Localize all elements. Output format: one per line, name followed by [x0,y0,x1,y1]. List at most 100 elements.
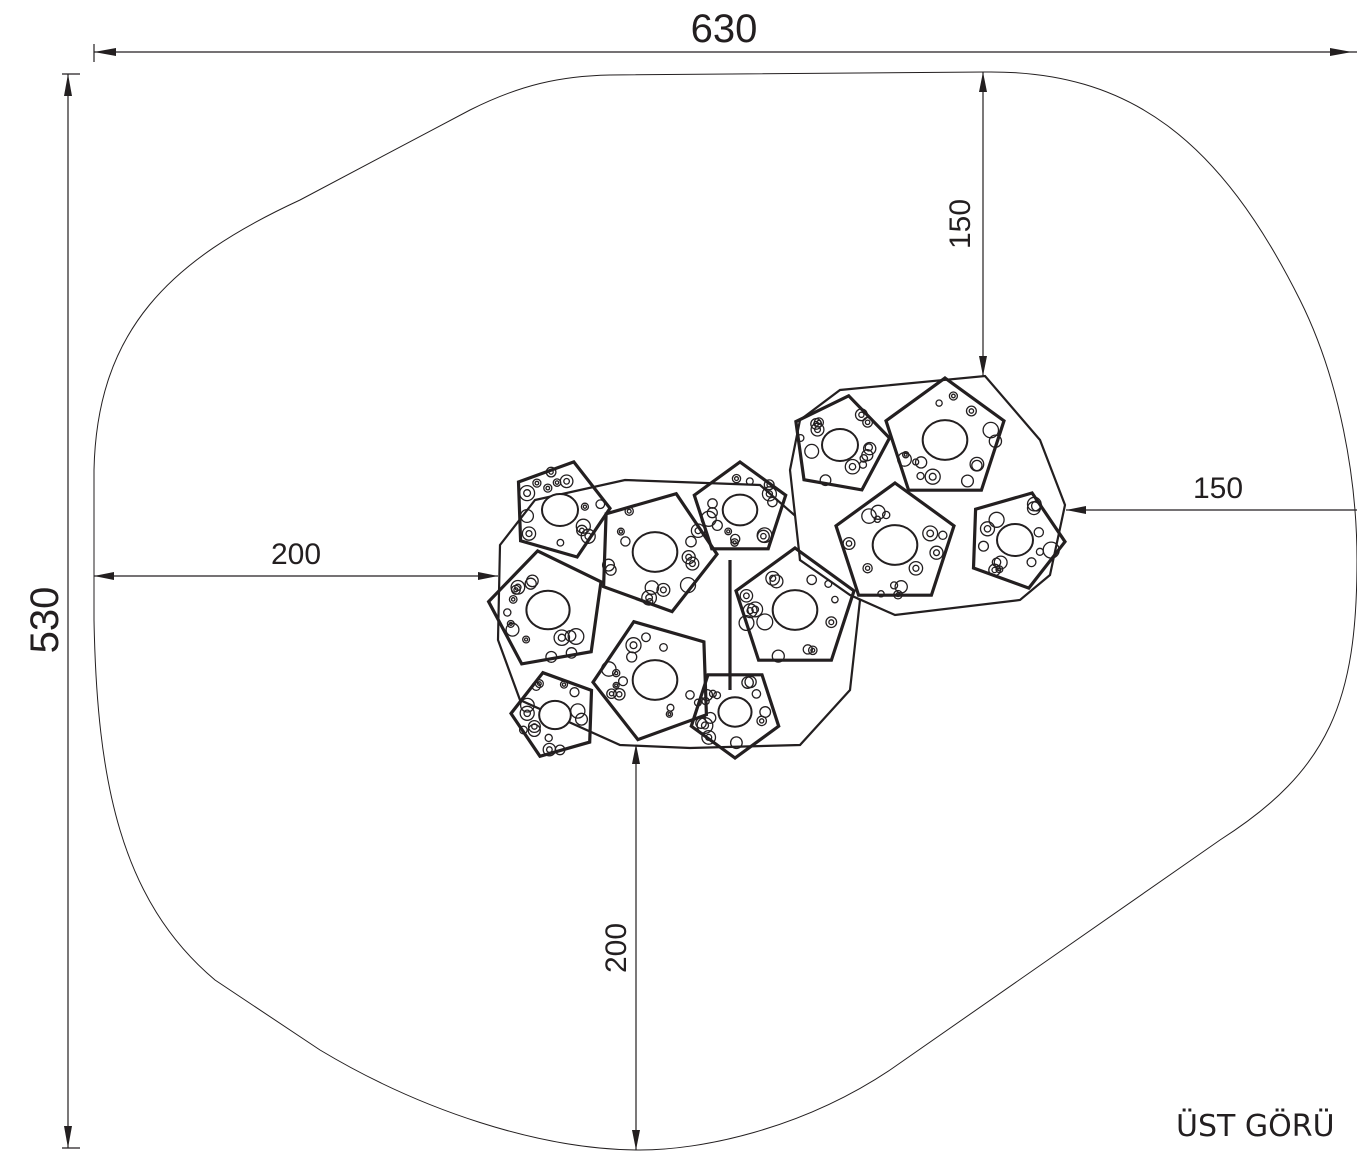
climbing-hold-inner [531,723,538,730]
climbing-hold [575,518,591,534]
climbing-hold-inner [545,485,551,491]
climbing-hole [631,659,679,701]
climbing-hold [938,530,948,541]
climbing-hold [595,499,606,510]
climbing-hold-inner [705,733,713,742]
climbing-hold-inner [983,524,992,533]
climbing-hold-inner [534,480,540,486]
climbing-hold [519,697,535,713]
climbing-hold [611,668,621,678]
climbing-hole [771,589,819,631]
climbing-hold [543,483,553,493]
climbing-hold-inner [694,527,702,535]
pentagon-face [834,481,956,597]
climbing-hold [767,496,778,508]
climbing-hold [842,536,856,551]
climbing-hold-inner [758,718,765,724]
climbing-hold-inner [813,420,820,427]
climbing-hold [889,581,899,590]
climbing-hold-inner [864,565,871,571]
climbing-hold [576,524,588,537]
climbing-hold-inner [858,411,865,419]
climbing-hold [601,558,616,572]
right-clearance-dimension: 150 [1066,472,1357,514]
climbing-hold [810,417,823,430]
climbing-hold [763,479,775,491]
climbing-hold [960,474,975,488]
climbing-hold-inner [950,393,956,399]
climbing-hold [679,576,697,594]
climbing-hold-inner [629,641,638,650]
climbing-hole [525,589,571,631]
climbing-hold [897,451,912,467]
climbing-hold [807,645,818,656]
climbing-hold [747,601,764,618]
climbing-hold [824,579,833,588]
climbing-hold-inner [582,504,588,509]
left-clearance-dimension: 200 [94,538,498,580]
climbing-hold [644,580,660,595]
climbing-hold [862,562,873,574]
climbing-hold [508,594,518,604]
climbing-hold-inner [848,462,857,471]
climbing-hold [965,405,977,417]
climbing-hold-inner [926,529,935,538]
climbing-hold-inner [845,540,853,547]
climbing-hold [685,535,697,548]
pentagon-face [794,393,892,492]
climbing-hold-inner [510,597,516,602]
climbing-hole [541,493,579,527]
climbing-hold [570,703,586,719]
climbing-hold [810,422,825,437]
climbing-hold [1033,527,1045,538]
climbing-hold-inner [751,605,760,614]
climbing-hold [616,527,625,536]
pentagon-face [884,376,1006,492]
climbing-hold [521,526,537,541]
climbing-hold [977,540,990,552]
climbing-hole [921,419,969,461]
climbing-hold [935,399,943,407]
climbing-hold [559,474,574,489]
climbing-hold [831,595,839,604]
climbing-hold [914,456,928,469]
pentagon-face [689,673,781,760]
climbing-hold [569,687,580,698]
pentagon-face [971,491,1067,591]
climbing-hold [893,589,903,600]
climbing-hold [685,690,695,700]
climbing-hold [519,508,535,524]
climbing-hold [659,642,668,652]
climbing-hold [859,454,869,463]
climbing-hold [819,474,832,487]
climbing-hold [916,471,925,481]
climbing-hold [552,478,562,487]
climbing-hold-inner [578,527,585,534]
top-clearance-label: 150 [944,199,977,249]
climbing-hole [717,696,753,728]
climbing-hold [612,687,626,701]
climbing-hold [739,588,754,603]
climbing-hold [881,510,891,520]
climbing-hold-inner [733,476,740,482]
climbing-hold [995,565,1004,574]
climbing-hold [756,613,774,631]
climbing-hold-inner [584,532,593,541]
climbing-hold [565,647,578,659]
climbing-hold [731,473,742,484]
climbing-hold [858,460,868,469]
climbing-hole [821,428,859,462]
climbing-hold [564,629,577,642]
pentagon-face [509,670,594,759]
climbing-hold [505,622,520,637]
climbing-hole [721,493,759,527]
climbing-hold [545,466,557,478]
overall-height-label: 530 [23,587,67,654]
pentagon-face [692,460,788,551]
climbing-hold [695,717,707,729]
climbing-hold [756,529,770,543]
climbing-hold-inner [561,682,567,687]
climbing-hold-inner [742,592,750,600]
climbing-hold-inner [645,593,654,602]
climbing-hold [806,574,818,586]
